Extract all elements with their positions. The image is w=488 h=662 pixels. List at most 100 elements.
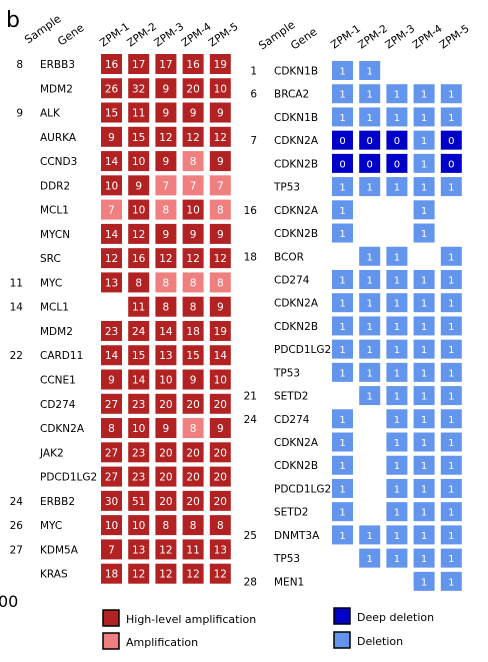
- sample-label: 6: [250, 89, 257, 101]
- heatmap-cell: [128, 223, 150, 244]
- cell-value: 7: [108, 205, 115, 217]
- cell-value: 20: [214, 496, 227, 508]
- gene-label: BRCA2: [274, 89, 309, 101]
- heatmap-cell: [155, 54, 177, 74]
- cell-value: 1: [367, 322, 373, 333]
- cell-value: 1: [448, 577, 454, 588]
- cell-value: 20: [186, 83, 199, 95]
- cell-value: 1: [367, 368, 373, 379]
- heatmap-cell: [182, 78, 204, 99]
- legend-swatch: [102, 632, 120, 650]
- heatmap-cell: [101, 393, 122, 414]
- gene-label: CDKN2B: [274, 321, 318, 333]
- cell-value: 23: [132, 447, 145, 459]
- cell-value: 8: [108, 423, 115, 435]
- heatmap-cell: [182, 248, 204, 269]
- heatmap-cell: [440, 84, 462, 104]
- cell-value: 10: [132, 423, 145, 435]
- legend-swatch: [102, 609, 120, 627]
- gene-label: CCNE1: [40, 375, 76, 387]
- heatmap-cell: [413, 525, 435, 545]
- heatmap-cell: [440, 502, 462, 522]
- heatmap-cell: [386, 455, 408, 475]
- cell-value: 1: [421, 392, 427, 403]
- cell-value: 1: [421, 113, 427, 124]
- cell-value: 1: [448, 345, 454, 356]
- sample-label: 7: [250, 135, 257, 147]
- heatmap-cell: [101, 54, 122, 74]
- cell-value: 9: [108, 375, 115, 387]
- cell-value: 20: [186, 447, 199, 459]
- heatmap-cell: [182, 442, 204, 463]
- cell-value: 0: [448, 136, 454, 147]
- cell-value: 1: [339, 438, 345, 449]
- column-label: ZPM-3: [152, 21, 186, 50]
- heatmap-cell: [413, 316, 435, 336]
- cell-value: 1: [339, 484, 345, 495]
- heatmap-cell: [155, 223, 177, 244]
- cell-value: 0: [339, 136, 345, 147]
- cell-value: 10: [105, 520, 118, 532]
- gene-label: PDCD1LG2: [274, 344, 331, 356]
- heatmap-cell: [386, 409, 408, 429]
- cell-value: 8: [217, 520, 224, 532]
- heatmap-cell: [155, 442, 177, 463]
- heatmap-cell: [101, 563, 122, 584]
- cell-value: 1: [394, 113, 400, 124]
- cell-value: 1: [448, 90, 454, 101]
- cell-value: 1: [421, 368, 427, 379]
- legend-label: Deletion: [357, 635, 403, 648]
- heatmap-cell: [386, 386, 408, 406]
- heatmap-cell: [155, 345, 177, 366]
- heatmap-cell: [128, 345, 150, 366]
- cell-value: 1: [394, 183, 400, 194]
- heatmap-cell: [209, 490, 231, 511]
- cell-value: 0: [339, 159, 345, 170]
- heatmap-cell: [359, 246, 381, 266]
- cell-value: 0: [394, 159, 400, 170]
- heatmap-cell: [332, 409, 353, 429]
- heatmap-cell: [209, 418, 231, 439]
- cell-value: 8: [190, 423, 197, 435]
- heatmap-cell: [332, 61, 353, 80]
- cell-value: 1: [448, 415, 454, 426]
- heatmap-cell: [128, 442, 150, 463]
- heatmap-cell: [440, 246, 462, 266]
- cell-value: 1: [448, 531, 454, 542]
- column-label: ZPM-2: [125, 21, 159, 50]
- heatmap-cell: [155, 320, 177, 341]
- cell-value: 9: [217, 423, 224, 435]
- heatmap-cell: [413, 223, 435, 243]
- heatmap-cell: [155, 490, 177, 511]
- cell-value: 12: [186, 253, 199, 265]
- column-label: ZPM-1: [98, 21, 132, 50]
- heatmap-cell: [386, 478, 408, 498]
- heatmap-cell: [209, 223, 231, 244]
- heatmap-cell: [359, 107, 381, 127]
- gene-label: CARD11: [40, 350, 83, 362]
- cell-value: 1: [421, 438, 427, 449]
- heatmap-cell: [386, 362, 408, 382]
- legend-swatch: [333, 631, 351, 649]
- heatmap-cell: [101, 175, 122, 196]
- gene-label: KDM5A: [40, 544, 79, 556]
- cell-value: 9: [217, 108, 224, 120]
- heatmap-cell: [128, 151, 150, 172]
- cell-value: 1: [448, 275, 454, 286]
- heatmap-cell: [101, 369, 122, 390]
- heatmap-cell: [440, 455, 462, 475]
- cell-value: 1: [421, 554, 427, 565]
- heatmap-cell: [155, 175, 177, 196]
- heatmap-cell: [413, 269, 435, 289]
- legend-label: High-level amplification: [126, 613, 256, 626]
- heatmap-cell: [332, 200, 353, 220]
- heatmap-cell: [155, 515, 177, 536]
- gene-label: MCL1: [40, 205, 69, 217]
- gene-label: MEN1: [274, 576, 304, 588]
- column-label: ZPM-5: [438, 23, 472, 52]
- heatmap-cell: [413, 293, 435, 313]
- legend-label: Deep deletion: [357, 611, 434, 624]
- cell-value: 1: [394, 345, 400, 356]
- cell-value: 23: [132, 472, 145, 484]
- heatmap-cell: [386, 130, 408, 150]
